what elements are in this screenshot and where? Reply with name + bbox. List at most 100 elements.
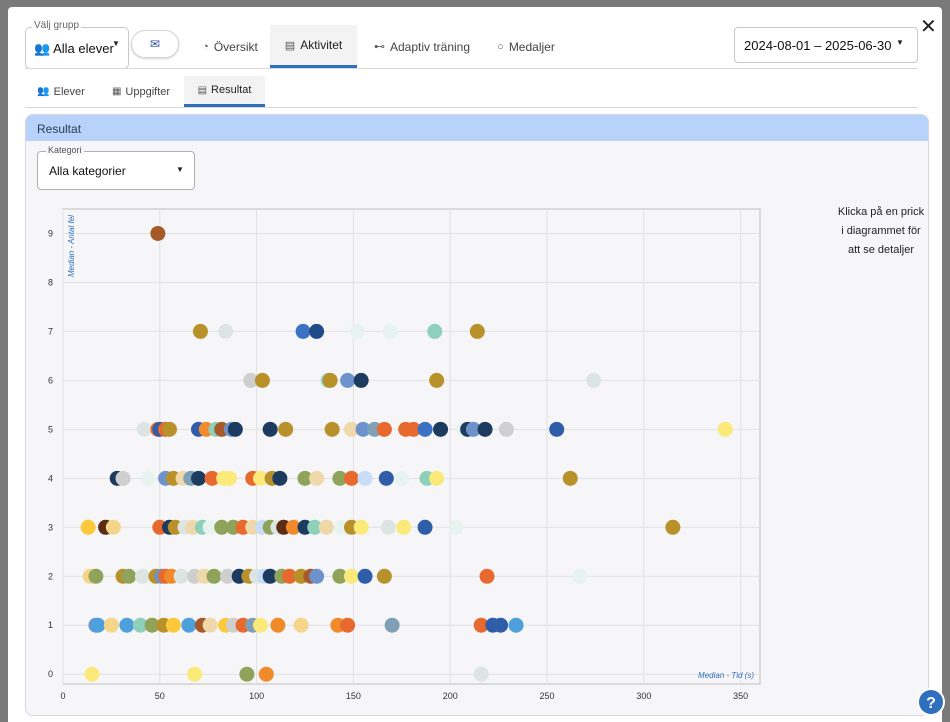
subtab-uppgifter[interactable]: ▦ Uppgifter bbox=[111, 85, 171, 98]
data-point[interactable] bbox=[181, 617, 197, 633]
data-point[interactable] bbox=[508, 617, 524, 633]
group-select[interactable]: Välj grupp 👥 Alla elever ▼ bbox=[25, 20, 129, 69]
tab-aktivitet[interactable]: ▤ Aktivitet bbox=[270, 25, 357, 68]
data-point[interactable] bbox=[343, 470, 359, 486]
data-point[interactable] bbox=[222, 470, 238, 486]
data-point[interactable] bbox=[324, 421, 340, 437]
data-point[interactable] bbox=[262, 568, 278, 584]
data-point[interactable] bbox=[562, 470, 578, 486]
data-point[interactable] bbox=[285, 519, 301, 535]
data-point[interactable] bbox=[206, 568, 222, 584]
data-point[interactable] bbox=[384, 617, 400, 633]
data-point[interactable] bbox=[340, 617, 356, 633]
data-point[interactable] bbox=[332, 470, 348, 486]
data-point[interactable] bbox=[252, 617, 268, 633]
data-point[interactable] bbox=[204, 470, 220, 486]
data-point[interactable] bbox=[477, 421, 493, 437]
data-point[interactable] bbox=[84, 666, 100, 682]
data-point[interactable] bbox=[433, 421, 449, 437]
data-point[interactable] bbox=[340, 372, 356, 388]
data-point[interactable] bbox=[417, 519, 433, 535]
data-point[interactable] bbox=[192, 323, 208, 339]
data-point[interactable] bbox=[717, 421, 733, 437]
data-point[interactable] bbox=[417, 421, 433, 437]
data-point[interactable] bbox=[376, 421, 392, 437]
data-point[interactable] bbox=[448, 519, 464, 535]
data-point[interactable] bbox=[493, 617, 509, 633]
data-point[interactable] bbox=[119, 617, 135, 633]
data-point[interactable] bbox=[121, 568, 137, 584]
data-point[interactable] bbox=[258, 666, 274, 682]
data-point[interactable] bbox=[80, 519, 96, 535]
data-point[interactable] bbox=[585, 372, 601, 388]
data-point[interactable] bbox=[572, 568, 588, 584]
data-point[interactable] bbox=[227, 421, 243, 437]
mail-button[interactable]: ✉ bbox=[131, 30, 179, 58]
tab-adaptiv-traning[interactable]: ⊷ Adaptiv träning bbox=[373, 39, 471, 54]
help-button[interactable]: ? bbox=[917, 688, 945, 716]
data-point[interactable] bbox=[429, 470, 445, 486]
data-point[interactable] bbox=[429, 372, 445, 388]
data-point[interactable] bbox=[144, 617, 160, 633]
data-point[interactable] bbox=[293, 617, 309, 633]
data-point[interactable] bbox=[134, 568, 150, 584]
data-point[interactable] bbox=[380, 519, 396, 535]
data-point[interactable] bbox=[278, 421, 294, 437]
data-point[interactable] bbox=[165, 617, 181, 633]
data-point[interactable] bbox=[270, 617, 286, 633]
data-point[interactable] bbox=[254, 372, 270, 388]
data-point[interactable] bbox=[202, 617, 218, 633]
data-point[interactable] bbox=[469, 323, 485, 339]
data-point[interactable] bbox=[309, 568, 325, 584]
data-point[interactable] bbox=[309, 470, 325, 486]
data-point[interactable] bbox=[191, 470, 207, 486]
data-point[interactable] bbox=[357, 568, 373, 584]
data-point[interactable] bbox=[136, 421, 152, 437]
data-point[interactable] bbox=[332, 568, 348, 584]
data-point[interactable] bbox=[473, 666, 489, 682]
data-point[interactable] bbox=[243, 372, 259, 388]
data-point[interactable] bbox=[355, 421, 371, 437]
close-icon[interactable]: ✕ bbox=[920, 16, 937, 38]
data-point[interactable] bbox=[140, 470, 156, 486]
data-point[interactable] bbox=[88, 568, 104, 584]
category-select[interactable]: Kategori Alla kategorier ▼ bbox=[37, 145, 195, 190]
subtab-resultat[interactable]: ▤ Resultat bbox=[184, 76, 265, 107]
data-point[interactable] bbox=[239, 666, 255, 682]
data-point[interactable] bbox=[357, 470, 373, 486]
data-point[interactable] bbox=[90, 617, 106, 633]
data-point[interactable] bbox=[187, 666, 203, 682]
data-point[interactable] bbox=[150, 225, 166, 241]
data-point[interactable] bbox=[473, 617, 489, 633]
tab-medaljer[interactable]: ○ Medaljer bbox=[497, 39, 555, 54]
data-point[interactable] bbox=[262, 421, 278, 437]
data-point[interactable] bbox=[295, 323, 311, 339]
data-point[interactable] bbox=[202, 519, 218, 535]
data-point[interactable] bbox=[322, 372, 338, 388]
chart-points[interactable] bbox=[80, 225, 733, 682]
data-point[interactable] bbox=[479, 568, 495, 584]
data-point[interactable] bbox=[214, 519, 230, 535]
data-point[interactable] bbox=[272, 470, 288, 486]
tab-oversikt[interactable]: ◔ Översikt bbox=[202, 39, 258, 54]
data-point[interactable] bbox=[343, 421, 359, 437]
data-point[interactable] bbox=[105, 519, 121, 535]
data-point[interactable] bbox=[353, 519, 369, 535]
data-point[interactable] bbox=[465, 421, 481, 437]
data-point[interactable] bbox=[427, 323, 443, 339]
data-point[interactable] bbox=[405, 421, 421, 437]
data-point[interactable] bbox=[382, 323, 398, 339]
data-point[interactable] bbox=[378, 470, 394, 486]
date-range-select[interactable]: 2024-08-01 – 2025-06-30 ▼ bbox=[734, 27, 918, 63]
data-point[interactable] bbox=[376, 568, 392, 584]
data-point[interactable] bbox=[115, 470, 131, 486]
data-point[interactable] bbox=[220, 568, 236, 584]
data-point[interactable] bbox=[394, 470, 410, 486]
data-point[interactable] bbox=[309, 323, 325, 339]
data-point[interactable] bbox=[353, 372, 369, 388]
data-point[interactable] bbox=[307, 519, 323, 535]
data-point[interactable] bbox=[282, 568, 298, 584]
data-point[interactable] bbox=[665, 519, 681, 535]
data-point[interactable] bbox=[173, 568, 189, 584]
scatter-chart[interactable]: 0 50 100 150 200 250 300 350 0 1 2 3 4 5 6 7 8 9 Median -… bbox=[26, 115, 826, 715]
